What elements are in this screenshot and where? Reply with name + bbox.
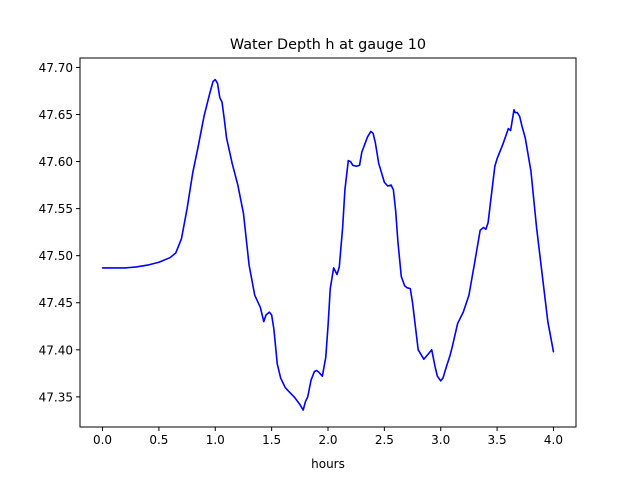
y-axis-ticks: 47.35 47.40 47.45 47.50 47.55 47.60 47.65 47.70: [39, 61, 80, 404]
x-tick-label: 3.0: [431, 433, 450, 447]
x-tick-label: 1.5: [262, 433, 281, 447]
plot-frame: [79, 57, 577, 428]
y-tick-label: 47.55: [39, 202, 73, 216]
plot-area: [80, 58, 576, 427]
x-axis-label: hours: [311, 457, 345, 471]
y-tick-label: 47.50: [39, 249, 73, 263]
x-tick-label: 1.0: [206, 433, 225, 447]
water-depth-series-line: [101, 78, 555, 411]
y-tick-label: 47.65: [39, 108, 73, 122]
x-tick-label: 0.0: [93, 433, 112, 447]
x-tick-label: 4.0: [544, 433, 563, 447]
x-tick-label: 2.0: [318, 433, 337, 447]
y-tick-label: 47.40: [39, 343, 73, 357]
x-axis-ticks: 0.0 0.5 1.0 1.5 2.0 2.5 3.0 3.5 4.0: [93, 427, 563, 447]
x-tick-label: 2.5: [375, 433, 394, 447]
x-tick-label: 3.5: [488, 433, 507, 447]
y-tick-label: 47.60: [39, 155, 73, 169]
series-layer: [101, 78, 555, 411]
x-tick-label: 0.5: [149, 433, 168, 447]
chart-title: Water Depth h at gauge 10: [230, 37, 426, 53]
y-tick-label: 47.70: [39, 61, 73, 75]
y-tick-label: 47.35: [39, 390, 73, 404]
y-tick-label: 47.45: [39, 296, 73, 310]
